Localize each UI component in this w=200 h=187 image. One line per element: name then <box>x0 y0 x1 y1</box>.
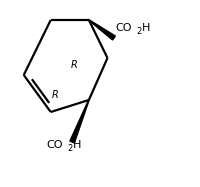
Text: R: R <box>70 60 77 70</box>
Polygon shape <box>88 20 115 40</box>
Text: 2: 2 <box>136 27 141 36</box>
Text: R: R <box>52 90 58 100</box>
Text: H: H <box>73 140 81 150</box>
Polygon shape <box>70 100 89 143</box>
Text: 2: 2 <box>67 144 72 153</box>
Text: H: H <box>141 23 150 33</box>
Text: CO: CO <box>114 23 131 33</box>
Text: CO: CO <box>46 140 62 150</box>
